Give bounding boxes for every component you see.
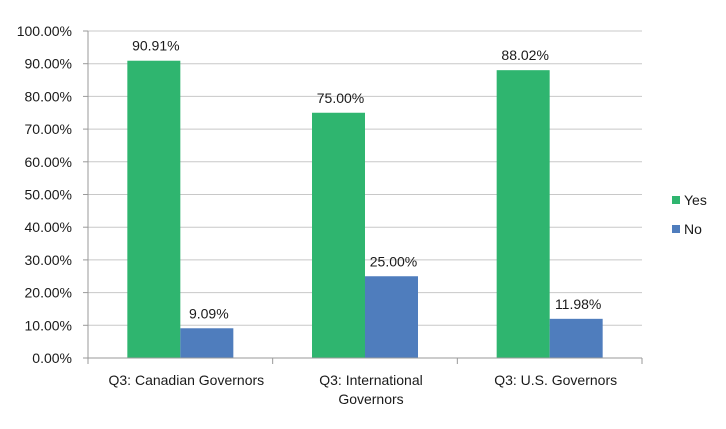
y-tick-label: 80.00%	[25, 88, 72, 104]
category-labels: Q3: Canadian Governors Q3: International G…	[109, 372, 618, 407]
category-label: Q3: U.S. Governors	[494, 372, 617, 388]
y-tick-label: 60.00%	[25, 154, 72, 170]
bars	[127, 60, 603, 359]
y-tick-label: 70.00%	[25, 121, 72, 137]
legend-swatch-no	[672, 225, 680, 233]
legend: Yes No	[672, 192, 707, 237]
data-labels: 90.91% 9.09% 75.00% 25.00% 88.02% 11.98%	[132, 38, 601, 322]
category-label: Q3: International	[319, 372, 423, 388]
bar-yes-2	[312, 112, 365, 358]
y-tick-label: 50.00%	[25, 187, 72, 203]
y-tick-label: 30.00%	[25, 252, 72, 268]
y-tick-label: 40.00%	[25, 219, 72, 235]
legend-swatch-yes	[672, 196, 680, 204]
y-axis-tick-labels: 0.00% 10.00% 20.00% 30.00% 40.00% 50.00% 60.00…	[17, 23, 72, 366]
y-tick-label: 0.00%	[32, 350, 72, 366]
data-label-yes-1: 90.91%	[132, 38, 179, 54]
data-label-no-2: 25.00%	[370, 253, 417, 269]
data-label-no-3: 11.98%	[555, 296, 601, 312]
bar-yes-1	[127, 60, 181, 358]
bar-yes-3	[496, 70, 550, 359]
legend-label-yes: Yes	[684, 192, 707, 208]
bar-no-3	[549, 318, 603, 358]
data-label-no-1: 9.09%	[189, 305, 229, 321]
legend-label-no: No	[684, 221, 702, 237]
data-label-yes-2: 75.00%	[317, 90, 364, 106]
y-tick-label: 10.00%	[25, 317, 72, 333]
bar-no-1	[180, 328, 234, 358]
category-label: Governors	[338, 391, 403, 407]
y-tick-label: 20.00%	[25, 285, 72, 301]
data-label-yes-3: 88.02%	[501, 47, 548, 63]
bar-no-2	[365, 276, 418, 358]
category-label: Q3: Canadian Governors	[109, 372, 265, 388]
axes	[83, 30, 643, 364]
y-tick-label: 100.00%	[17, 23, 72, 39]
y-tick-label: 90.00%	[25, 56, 72, 72]
